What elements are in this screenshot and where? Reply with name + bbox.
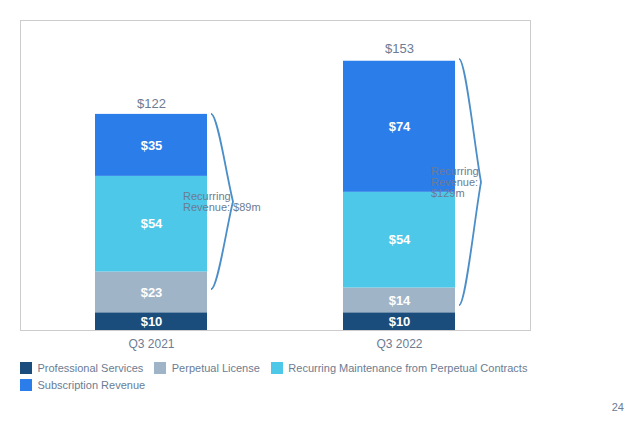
html-text:Professional Services: Professional Services bbox=[37, 362, 144, 375]
svg-text:RecurringRevenue: $89m: RecurringRevenue: $89m bbox=[183, 190, 261, 213]
svg-text:$10: $10 bbox=[141, 314, 163, 329]
svg-text:$74: $74 bbox=[389, 119, 411, 134]
svg-text:Q3 2022: Q3 2022 bbox=[376, 337, 422, 351]
html-text:Recurring Maintenance from Per: Recurring Maintenance from Perpetual Con… bbox=[288, 362, 528, 375]
html-text:24: 24 bbox=[611, 400, 624, 413]
svg-text:$122: $122 bbox=[137, 96, 166, 111]
svg-text:$35: $35 bbox=[141, 138, 163, 153]
svg-text:RecurringRevenue:$129m: RecurringRevenue:$129m bbox=[431, 165, 479, 199]
svg-text:$10: $10 bbox=[389, 314, 411, 329]
html-text:Subscription Revenue: Subscription Revenue bbox=[37, 378, 146, 391]
svg-text:$54: $54 bbox=[141, 216, 163, 231]
svg-text:$54: $54 bbox=[389, 232, 411, 247]
html-text:Perpetual License: Perpetual License bbox=[171, 362, 260, 375]
svg-text:$153: $153 bbox=[385, 41, 414, 56]
svg-text:$14: $14 bbox=[389, 293, 411, 308]
svg-text:$23: $23 bbox=[141, 285, 163, 300]
svg-text:Q3 2021: Q3 2021 bbox=[128, 337, 174, 351]
